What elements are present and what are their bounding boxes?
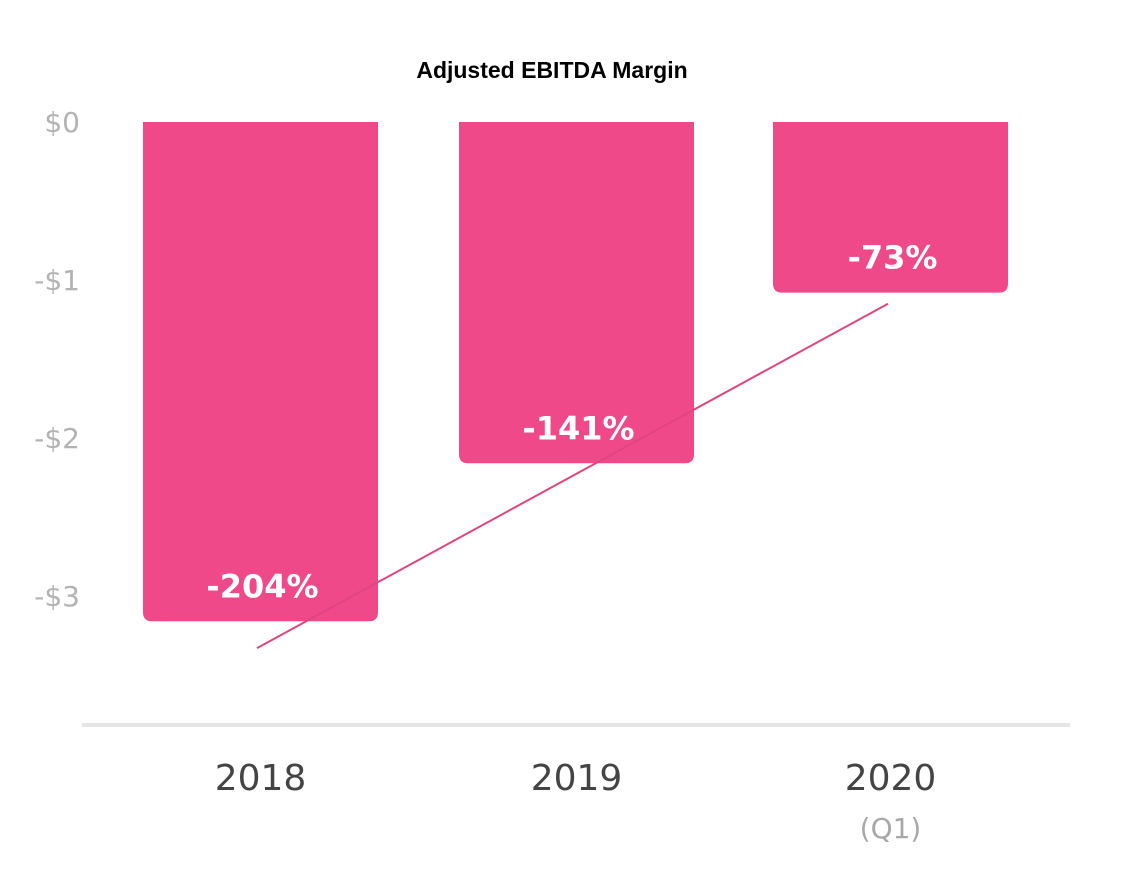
x-tick-label-2020: 2020 — [845, 758, 937, 799]
x-axis-ticks: 2018 2019 2020 (Q1) — [215, 758, 937, 845]
y-tick-label-1: -$1 — [34, 264, 80, 297]
data-label-2019: -141% — [522, 409, 634, 447]
x-tick-label-2019: 2019 — [531, 758, 623, 799]
y-axis-ticks: $0 -$1 -$2 -$3 — [34, 106, 80, 613]
bar-2019 — [459, 122, 694, 464]
y-tick-label-2: -$2 — [34, 422, 80, 455]
data-labels: -204% -141% -73% — [206, 239, 937, 606]
data-label-2020: -73% — [848, 239, 938, 277]
x-tick-sublabel-2020: (Q1) — [860, 812, 922, 845]
bars — [143, 122, 1008, 622]
data-label-2018: -204% — [206, 567, 318, 605]
x-tick-label-2018: 2018 — [215, 758, 307, 799]
trend-line — [256, 302, 889, 650]
chart-title: Adjusted EBITDA Margin — [416, 57, 687, 83]
bar-2018 — [143, 122, 378, 622]
y-tick-label-3: -$3 — [34, 580, 80, 613]
bar-2020 — [773, 122, 1008, 293]
y-tick-label-0: $0 — [44, 106, 80, 139]
